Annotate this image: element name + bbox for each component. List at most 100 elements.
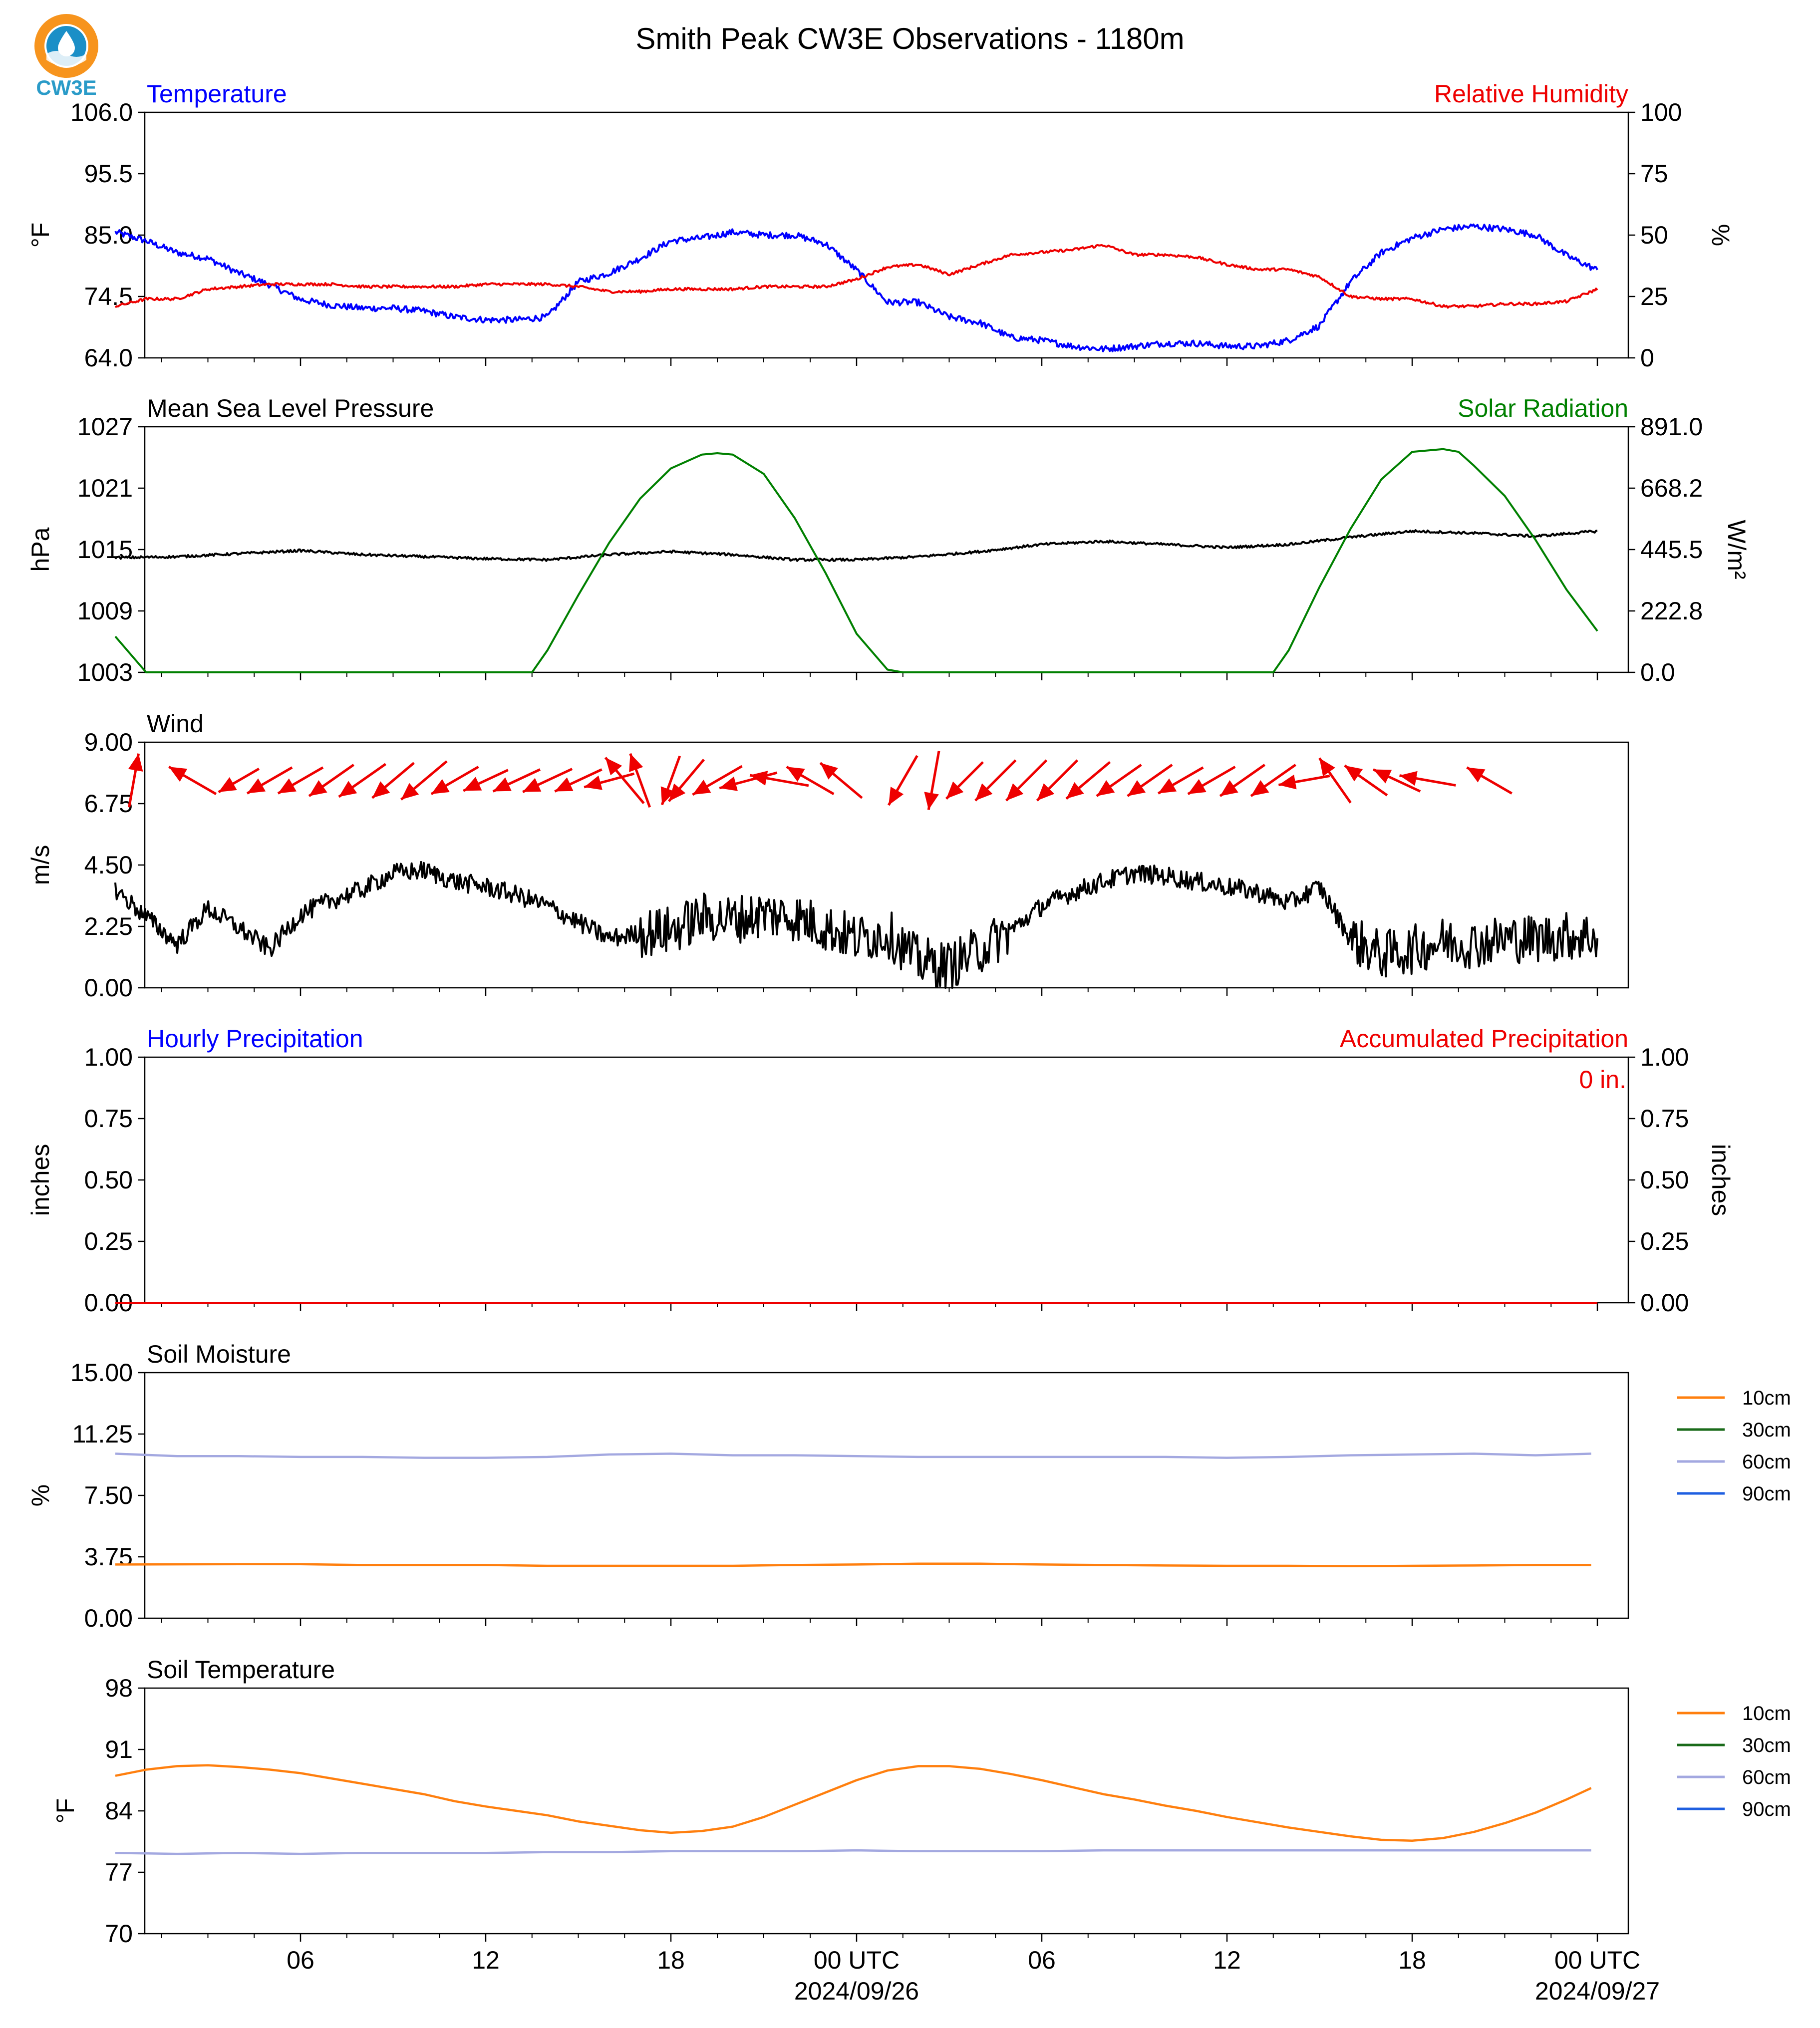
legends: 10cm 30cm 60cm 90cm 10cm 30cm 60cm 90cm	[1677, 1387, 1791, 1820]
x-date-label: 2024/09/26	[794, 1977, 919, 2005]
y-tick-label: 91	[105, 1736, 133, 1763]
wind-arrow	[128, 753, 143, 808]
y-tick-label: 1.00	[84, 1043, 133, 1071]
cw3e-logo: CW3E	[34, 14, 98, 99]
y-tick-label: 98	[105, 1674, 133, 1702]
legend-label: 30cm	[1742, 1735, 1791, 1756]
plot-frame	[144, 111, 1629, 359]
logo-wave-icon	[46, 51, 86, 66]
y-right-tick-label: 222.8	[1640, 597, 1703, 625]
y-tick-label: 6.75	[84, 790, 133, 818]
wind-arrow	[749, 771, 809, 787]
y-right-tick-label: 50	[1640, 221, 1668, 249]
wind-arrow-head	[338, 781, 357, 797]
panel-left-title: Temperature	[147, 80, 287, 108]
wind-arrow-head	[493, 777, 512, 792]
panel-left-title: Mean Sea Level Pressure	[147, 394, 434, 422]
y-right-tick-label: 25	[1640, 283, 1668, 310]
wind-arrow	[277, 766, 324, 795]
wind-arrow-head	[750, 771, 768, 786]
panel-2: Wind 0.00 2.25 4.50 6.75 9.00 m/s	[26, 710, 1629, 1002]
wind-arrow	[371, 762, 415, 799]
y-tick-label: 4.50	[84, 851, 133, 879]
y-tick-label: 64.0	[84, 344, 133, 372]
wind-arrow-head	[668, 783, 686, 802]
wind-arrow-head	[786, 767, 805, 782]
wind-arrow	[786, 766, 835, 795]
y-right-tick-label: 1.00	[1640, 1043, 1689, 1071]
y-axis-label: °F	[26, 223, 54, 248]
wind-arrow	[719, 771, 778, 791]
y-tick-label: 1003	[77, 658, 133, 686]
panel-0: Temperature Relative Humidity 64.0 74.5 85.0…	[26, 80, 1735, 372]
wind-arrow	[246, 766, 293, 795]
wind-arrow	[667, 759, 705, 802]
y-tick-label: 0.25	[84, 1227, 133, 1255]
wind-arrow-head	[1319, 758, 1335, 777]
y-axis-label: inches	[26, 1144, 54, 1216]
wind-arrow	[1036, 759, 1079, 802]
wind-arrow	[1466, 766, 1513, 795]
wind-arrow-head	[523, 778, 542, 792]
panel-right-title: Solar Radiation	[1458, 394, 1628, 422]
y-tick-label: 3.75	[84, 1543, 133, 1571]
series-line	[115, 1452, 1591, 1459]
wind-arrow	[660, 755, 681, 806]
wind-arrow-head	[660, 786, 675, 805]
wind-arrow	[1157, 766, 1204, 795]
y-right-tick-label: 445.5	[1640, 536, 1703, 564]
wind-arrow	[819, 762, 863, 799]
wind-arrow	[629, 753, 651, 808]
panel-1: Mean Sea Level Pressure Solar Radiation 10…	[26, 394, 1751, 686]
x-tick-label: 06	[287, 1946, 314, 1974]
y-right-tick-label: 0	[1640, 344, 1654, 372]
wind-arrow	[168, 766, 217, 795]
y-axis-label: %	[26, 1484, 54, 1506]
wind-arrow-head	[218, 777, 237, 792]
series-line	[114, 448, 1598, 673]
wind-arrow-head	[1251, 780, 1269, 796]
wind-arrow	[400, 760, 448, 801]
panel-left-title: Soil Temperature	[147, 1656, 335, 1684]
y-tick-label: 1015	[77, 536, 133, 564]
x-tick-label: 06	[1028, 1946, 1056, 1974]
x-tick-label: 00 UTC	[1554, 1946, 1640, 1974]
wind-arrow-head	[719, 776, 738, 791]
wind-arrow-head	[1158, 778, 1177, 794]
wind-arrow	[522, 768, 573, 793]
wind-arrow-head	[1188, 779, 1207, 794]
series-line	[114, 861, 1598, 989]
y-right-tick-label: 75	[1640, 160, 1668, 188]
y-right-axis-label: W/m²	[1723, 520, 1751, 579]
x-tick-label: 18	[1398, 1946, 1426, 1974]
wind-arrow-head	[128, 753, 143, 772]
y-tick-label: 1027	[77, 413, 133, 441]
x-tick-label: 12	[472, 1946, 500, 1974]
y-tick-label: 85.0	[84, 221, 133, 249]
wind-arrow	[492, 768, 541, 793]
panel-left-title: Hourly Precipitation	[147, 1025, 363, 1053]
wind-arrow	[945, 761, 984, 800]
wind-arrow-head	[1399, 771, 1418, 786]
y-right-tick-label: 0.0	[1640, 658, 1675, 686]
wind-arrow	[974, 759, 1017, 802]
wind-arrow-head	[309, 780, 327, 796]
x-tick-label: 00 UTC	[814, 1946, 900, 1974]
series-line	[115, 1849, 1591, 1855]
wind-arrow-head	[1006, 783, 1024, 801]
y-tick-label: 0.50	[84, 1166, 133, 1194]
x-tick-label: 12	[1213, 1946, 1241, 1974]
annotation: 0 in.	[1579, 1066, 1626, 1094]
wind-arrow-head	[463, 777, 482, 791]
wind-arrow	[308, 764, 354, 797]
y-tick-label: 0.00	[84, 1604, 133, 1632]
legend-panel-4: 10cm 30cm 60cm 90cm	[1677, 1387, 1791, 1505]
y-tick-label: 15.00	[70, 1359, 133, 1387]
wind-arrow	[1318, 757, 1352, 804]
y-tick-label: 0.75	[84, 1105, 133, 1133]
wind-arrow	[887, 755, 918, 806]
wind-arrow-head	[372, 781, 390, 798]
legend-label: 10cm	[1742, 1703, 1791, 1725]
wind-arrow-head	[1467, 767, 1486, 783]
panel-4: Soil Moisture 0.00 3.75 7.50 11.25 15.00%	[26, 1340, 1629, 1632]
